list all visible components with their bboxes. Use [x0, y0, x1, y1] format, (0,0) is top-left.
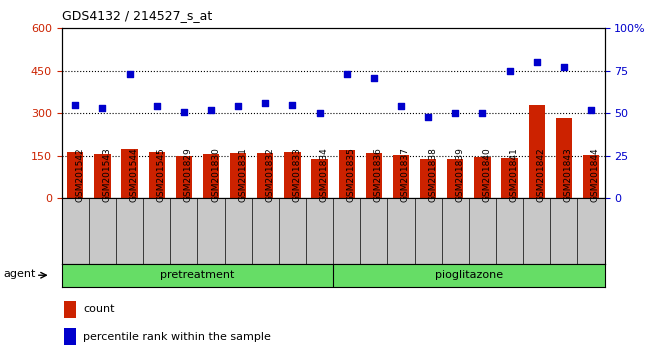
Bar: [528, 105, 545, 198]
Point: [124, 72, 135, 77]
Point: [369, 75, 379, 80]
Bar: [556, 118, 572, 198]
Bar: [149, 152, 165, 198]
Bar: [447, 159, 463, 198]
Bar: [474, 157, 491, 198]
Text: GSM201835: GSM201835: [346, 147, 356, 201]
Text: GDS4132 / 214527_s_at: GDS4132 / 214527_s_at: [62, 9, 212, 22]
Point: [341, 72, 352, 77]
Text: GSM201542: GSM201542: [75, 147, 84, 201]
Point: [206, 107, 216, 113]
Bar: [339, 150, 355, 198]
Text: GSM201832: GSM201832: [265, 147, 274, 201]
Text: GSM201840: GSM201840: [482, 147, 491, 201]
Bar: [64, 301, 76, 318]
Text: GSM201838: GSM201838: [428, 147, 437, 201]
Text: count: count: [83, 304, 114, 314]
Point: [423, 114, 434, 120]
Bar: [230, 153, 246, 198]
Bar: [257, 153, 274, 198]
Bar: [366, 154, 382, 198]
Bar: [583, 155, 599, 198]
Text: pretreatment: pretreatment: [161, 270, 235, 280]
Bar: [64, 328, 76, 345]
Bar: [501, 158, 517, 198]
Text: GSM201841: GSM201841: [510, 147, 519, 201]
Bar: [94, 154, 111, 198]
Bar: [122, 149, 138, 198]
Point: [532, 59, 542, 65]
Point: [151, 104, 162, 109]
Text: GSM201837: GSM201837: [401, 147, 410, 201]
Text: pioglitazone: pioglitazone: [435, 270, 503, 280]
Bar: [311, 159, 328, 198]
Point: [315, 110, 325, 116]
Text: GSM201839: GSM201839: [455, 147, 464, 201]
Bar: [67, 152, 83, 198]
Text: GSM201831: GSM201831: [238, 147, 247, 201]
Point: [179, 109, 189, 114]
Bar: [176, 156, 192, 198]
Point: [396, 104, 406, 109]
Text: percentile rank within the sample: percentile rank within the sample: [83, 332, 271, 342]
Text: GSM201830: GSM201830: [211, 147, 220, 201]
Point: [504, 68, 515, 74]
Bar: [203, 154, 219, 198]
Text: GSM201543: GSM201543: [103, 147, 111, 201]
Bar: [393, 155, 409, 198]
Bar: [420, 159, 436, 198]
Text: GSM201545: GSM201545: [157, 147, 166, 201]
Point: [287, 102, 298, 108]
Text: GSM201843: GSM201843: [564, 147, 573, 201]
Point: [586, 107, 596, 113]
Point: [450, 110, 460, 116]
Text: GSM201844: GSM201844: [591, 147, 600, 201]
Point: [477, 110, 488, 116]
Bar: [284, 152, 300, 198]
Text: GSM201836: GSM201836: [374, 147, 383, 201]
Text: GSM201829: GSM201829: [184, 147, 193, 201]
Point: [98, 105, 108, 111]
Text: agent: agent: [3, 269, 36, 279]
Point: [260, 100, 270, 106]
Point: [233, 104, 243, 109]
Point: [70, 102, 81, 108]
Text: GSM201833: GSM201833: [292, 147, 302, 201]
Point: [558, 64, 569, 70]
Text: GSM201834: GSM201834: [320, 147, 328, 201]
Text: GSM201842: GSM201842: [537, 147, 545, 201]
Text: GSM201544: GSM201544: [129, 147, 138, 201]
